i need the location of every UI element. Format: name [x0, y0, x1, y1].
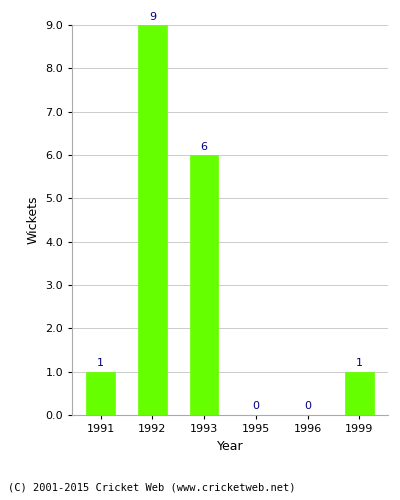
Bar — [190, 155, 218, 415]
Text: 1: 1 — [97, 358, 104, 368]
Bar — [345, 372, 374, 415]
Text: (C) 2001-2015 Cricket Web (www.cricketweb.net): (C) 2001-2015 Cricket Web (www.cricketwe… — [8, 482, 296, 492]
Text: 0: 0 — [304, 400, 311, 410]
Text: 0: 0 — [252, 400, 259, 410]
Bar — [86, 372, 115, 415]
Text: 9: 9 — [149, 12, 156, 22]
Bar — [138, 25, 166, 415]
Y-axis label: Wickets: Wickets — [27, 196, 40, 244]
X-axis label: Year: Year — [217, 440, 243, 452]
Text: 1: 1 — [356, 358, 363, 368]
Text: 6: 6 — [201, 142, 208, 152]
